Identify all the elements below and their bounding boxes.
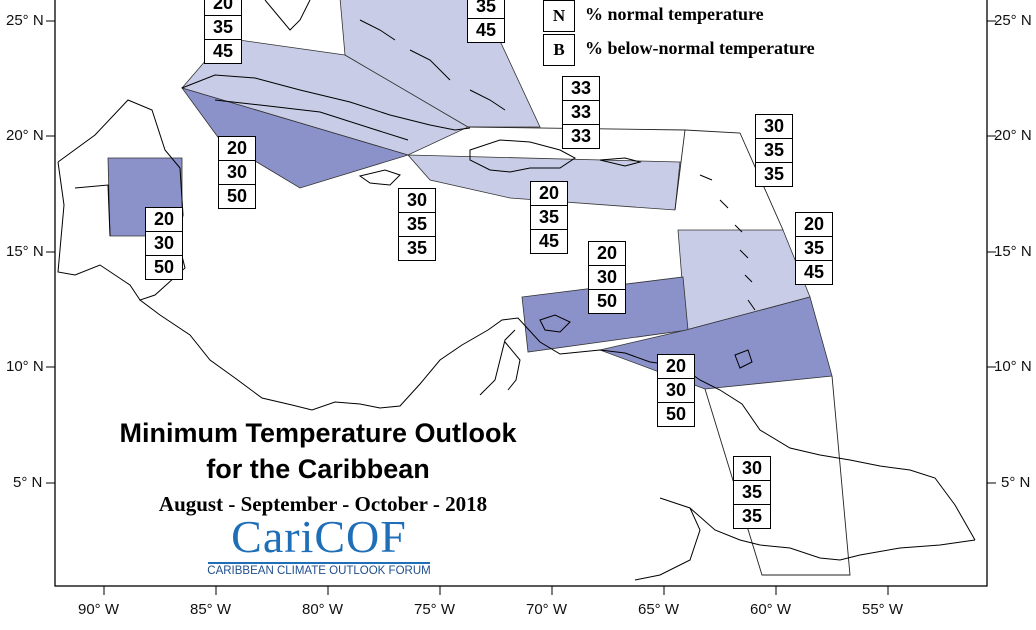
y-tick-label-right: 20° N [994,127,1032,144]
prob-normal: 35 [734,480,770,504]
logo-divider [208,562,430,564]
region-outline-leewards [684,129,784,231]
probability-box-belize: 20 30 50 [145,207,183,280]
prob-below: 50 [658,402,694,426]
map-title-line1: Minimum Temperature Outlook [119,418,517,448]
prob-normal: 35 [205,15,241,39]
logo-tagline: CARIBBEAN CLIMATE OUTLOOK FORUM [207,565,431,577]
legend-key-normal: N [543,0,575,32]
prob-above: 20 [665,356,687,376]
prob-normal: 35 [531,205,567,229]
legend-label-below: % below-normal temperature [585,38,815,58]
x-tick-label: 70° W [526,601,568,618]
logo-wordmark: CariCOF [231,511,407,562]
prob-below: 50 [589,289,625,313]
x-tick-label: 90° W [78,601,120,618]
probability-box-cuba: 20 35 45 [204,0,242,64]
x-tick-label: 60° W [750,601,792,618]
legend-key-below: B [543,34,575,66]
prob-below: 45 [205,39,241,63]
prob-normal: 35 [796,236,832,260]
prob-normal: 33 [563,100,599,124]
legend-label-normal: % normal temperature [585,4,764,24]
prob-below: 33 [563,124,599,148]
prob-above: 20 [803,214,825,234]
prob-above: 20 [538,183,560,203]
prob-normal: 30 [219,160,255,184]
prob-below: 35 [399,236,435,260]
prob-above: 30 [406,190,428,210]
prob-above: 20 [226,138,248,158]
probability-box-abc: 20 30 50 [588,241,626,314]
region-cayman-jamaica-west [180,87,410,189]
prob-above: 33 [570,78,592,98]
prob-above: 20 [596,243,618,263]
coastlines [57,0,976,581]
probability-box-bahamas: 35 45 [467,0,505,43]
prob-normal: 30 [146,231,182,255]
y-tick-label-left: 20° N [6,127,44,144]
prob-normal: 30 [658,378,694,402]
y-tick-label-left: 25° N [6,12,44,29]
x-tick-label: 85° W [190,601,232,618]
probability-box-guianas: 30 35 35 [733,456,771,529]
map-title-line2: for the Caribbean [206,454,430,484]
prob-above: 20 [212,0,234,13]
probability-box-turks-caicos: 33 33 33 [562,76,600,149]
caricof-logo: CariCOF CARIBBEAN CLIMATE OUTLOOK FORUM [204,512,434,579]
probability-box-cayman: 20 30 50 [218,136,256,209]
probability-box-hispaniola: 20 35 45 [530,181,568,254]
prob-above: 35 [475,0,497,16]
prob-above: 30 [741,458,763,478]
prob-above: 30 [763,116,785,136]
prob-below: 50 [146,255,182,279]
probability-box-windwards: 20 35 45 [795,212,833,285]
y-tick-label-right: 10° N [994,358,1032,375]
prob-below: 35 [734,504,770,528]
prob-below: 45 [531,229,567,253]
y-tick-label-left: 10° N [6,358,44,375]
probability-box-jamaica: 30 35 35 [398,188,436,261]
y-tick-label-left: 15° N [6,243,44,260]
prob-normal: 35 [756,138,792,162]
y-tick-label-right: 5° N [1001,474,1031,491]
map-period: August - September - October - 2018 [158,492,488,516]
probability-box-leewards: 30 35 35 [755,114,793,187]
prob-normal: 35 [399,212,435,236]
x-tick-label: 80° W [302,601,344,618]
prob-below: 50 [219,184,255,208]
prob-above: 20 [153,209,175,229]
y-tick-label-right: 25° N [994,12,1032,29]
x-tick-label: 75° W [414,601,456,618]
prob-below: 35 [756,162,792,186]
prob-normal: 30 [589,265,625,289]
prob-below: 45 [796,260,832,284]
y-tick-label-left: 5° N [13,474,43,491]
x-tick-label: 65° W [638,601,680,618]
tick-marks [46,20,996,595]
y-tick-label-right: 15° N [994,243,1032,260]
prob-normal: 45 [468,18,504,42]
x-tick-label: 55° W [862,601,904,618]
probability-box-trinidad: 20 30 50 [657,354,695,427]
